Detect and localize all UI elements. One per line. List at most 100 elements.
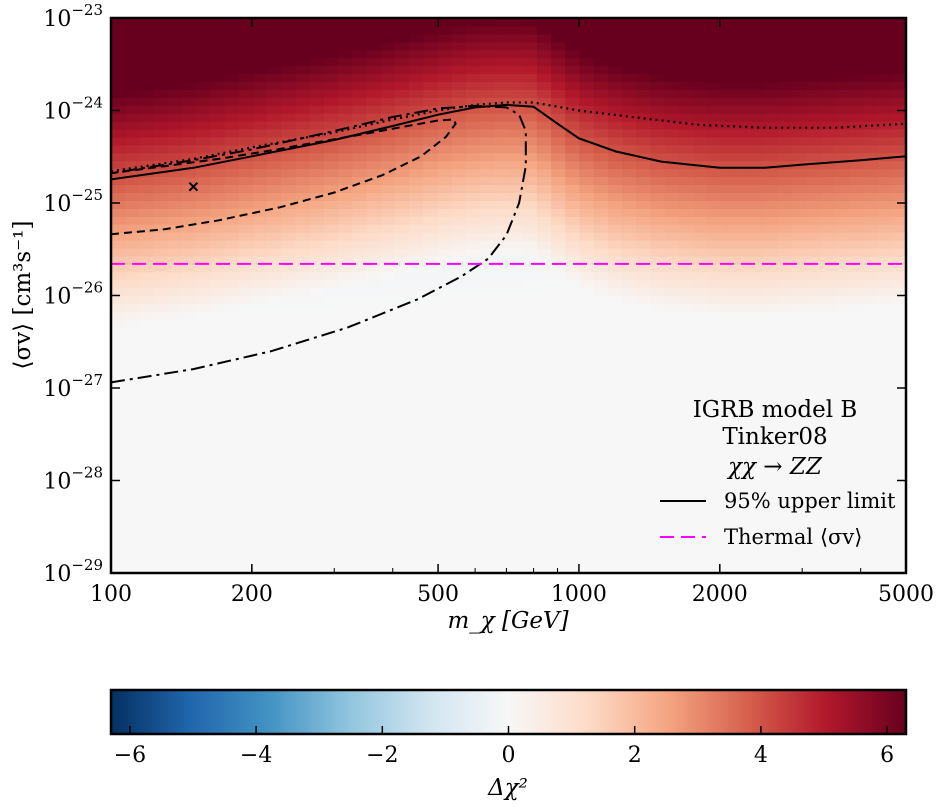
heatmap-cell	[338, 358, 353, 368]
heatmap-cell	[352, 549, 368, 558]
heatmap-cell	[437, 493, 453, 503]
heatmap-cell	[522, 406, 538, 416]
heatmap-cell	[153, 240, 169, 249]
heatmap-cell	[565, 240, 581, 249]
heatmap-cell	[792, 49, 808, 59]
heatmap-cell	[579, 247, 595, 257]
heatmap-cell	[820, 501, 836, 511]
heatmap-cell	[167, 224, 183, 233]
heatmap-cell	[480, 287, 495, 297]
heatmap-cell	[210, 121, 226, 130]
heatmap-cell	[423, 549, 439, 558]
heatmap-cell	[806, 438, 822, 447]
heatmap-cell	[622, 216, 637, 225]
heatmap-cell	[465, 136, 481, 146]
heatmap-cell	[565, 477, 581, 487]
heatmap-cell	[394, 192, 410, 201]
heatmap-cell	[252, 33, 268, 43]
heatmap-cell	[295, 121, 311, 130]
heatmap-cell	[196, 49, 211, 59]
heatmap-cell	[778, 454, 794, 463]
heatmap-cell	[295, 105, 311, 114]
heatmap-cell	[167, 105, 183, 114]
heatmap-cell	[508, 509, 524, 519]
heatmap-cell	[437, 168, 453, 178]
heatmap-cell	[820, 18, 836, 27]
heatmap-cell	[394, 501, 410, 511]
heatmap-cell	[252, 287, 268, 297]
heatmap-cell	[664, 263, 680, 273]
heatmap-cell	[735, 311, 751, 320]
heatmap-cell	[593, 319, 609, 328]
heatmap-cell	[380, 279, 396, 289]
heatmap-cell	[465, 81, 481, 90]
heatmap-cell	[451, 279, 467, 289]
heatmap-cell	[451, 192, 467, 201]
heatmap-cell	[693, 263, 708, 273]
heatmap-cell	[323, 200, 339, 209]
heatmap-cell	[224, 33, 240, 43]
heatmap-cell	[465, 557, 481, 566]
heatmap-cell	[721, 136, 737, 146]
heatmap-cell	[749, 485, 765, 495]
heatmap-cell	[451, 41, 467, 51]
heatmap-cell	[494, 406, 510, 416]
heatmap-cell	[508, 343, 524, 352]
best-fit-layer	[188, 182, 199, 192]
heatmap-cell	[693, 501, 708, 511]
heatmap-cell	[380, 240, 396, 249]
heatmap-cell	[877, 287, 893, 297]
heatmap-cell	[125, 168, 140, 178]
heatmap-cell	[536, 152, 552, 162]
heatmap-cell	[111, 208, 126, 217]
heatmap-cell	[820, 509, 836, 519]
heatmap-cell	[792, 303, 808, 312]
heatmap-cell	[735, 549, 751, 558]
heatmap-cell	[252, 255, 268, 265]
heatmap-cell	[579, 430, 595, 439]
heatmap-cell	[465, 25, 481, 35]
heatmap-cell	[522, 216, 538, 225]
heatmap-cell	[835, 33, 850, 43]
heatmap-cell	[749, 271, 765, 281]
heatmap-cell	[778, 374, 794, 384]
heatmap-cell	[849, 374, 865, 384]
heatmap-cell	[693, 485, 708, 495]
heatmap-cell	[338, 438, 353, 447]
heatmap-cell	[494, 430, 510, 439]
heatmap-cell	[451, 541, 467, 550]
heatmap-cell	[877, 113, 893, 122]
heatmap-cell	[394, 224, 410, 233]
heatmap-cell	[820, 295, 836, 305]
heatmap-cell	[380, 303, 396, 312]
heatmap-cell	[707, 287, 723, 297]
heatmap-cell	[678, 509, 694, 519]
heatmap-cell	[693, 41, 708, 51]
heatmap-cell	[338, 469, 353, 479]
heatmap-cell	[295, 335, 311, 344]
heatmap-cell	[792, 208, 808, 217]
heatmap-cell	[267, 271, 282, 281]
heatmap-cell	[764, 406, 779, 416]
heatmap-cell	[465, 525, 481, 534]
heatmap-cell	[693, 525, 708, 534]
heatmap-cell	[139, 422, 155, 431]
heatmap-cell	[196, 422, 211, 431]
heatmap-cell	[664, 105, 680, 114]
heatmap-cell	[678, 446, 694, 455]
heatmap-cell	[579, 454, 595, 463]
heatmap-cell	[820, 81, 836, 90]
heatmap-cell	[281, 398, 297, 408]
heatmap-cell	[125, 105, 140, 114]
model-annotation: IGRB model B Tinker08 χχ → ZZ	[693, 397, 858, 480]
heatmap-cell	[494, 121, 510, 130]
heatmap-cell	[579, 216, 595, 225]
heatmap-cell	[551, 49, 566, 59]
heatmap-cell	[721, 224, 737, 233]
heatmap-cell	[522, 152, 538, 162]
heatmap-cell	[281, 263, 297, 273]
heatmap-cell	[281, 541, 297, 550]
heatmap-cell	[153, 73, 169, 83]
heatmap-cell	[380, 129, 396, 138]
heatmap-cell	[764, 81, 779, 90]
